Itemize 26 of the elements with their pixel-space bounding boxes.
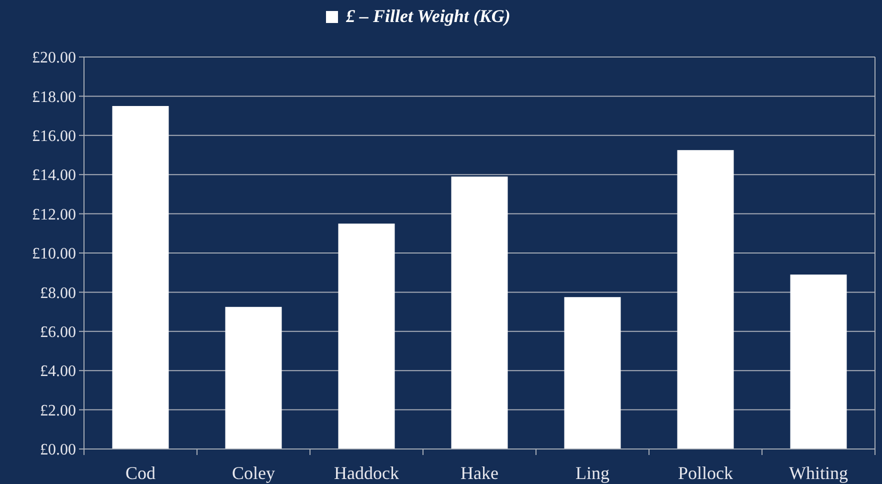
bar — [790, 274, 847, 449]
x-tick-label: Whiting — [789, 463, 848, 483]
y-tick-label: £10.00 — [32, 246, 76, 263]
y-tick-label: £18.00 — [32, 88, 76, 106]
bar — [677, 150, 734, 449]
y-tick-label: £12.00 — [32, 206, 76, 224]
x-tick-label: Cod — [125, 463, 156, 483]
y-tick-label: £2.00 — [40, 402, 76, 420]
y-tick-label: £20.00 — [32, 50, 76, 67]
x-tick-label: Pollock — [678, 463, 734, 483]
y-tick-label: £8.00 — [40, 284, 76, 302]
x-tick-label: Hake — [460, 463, 498, 483]
bar — [451, 176, 508, 449]
x-tick-label: Coley — [232, 463, 275, 483]
bar — [338, 224, 395, 449]
bar — [225, 306, 282, 449]
legend-label: £ – Fillet Weight (KG) — [345, 6, 510, 26]
y-tick-label: £14.00 — [32, 167, 76, 184]
y-tick-label: £16.00 — [32, 128, 76, 145]
x-tick-label: Ling — [576, 463, 610, 483]
y-tick-label: £0.00 — [40, 442, 76, 459]
y-tick-label: £6.00 — [40, 324, 76, 341]
y-tick-label: £4.00 — [40, 363, 76, 380]
bar — [112, 106, 169, 449]
bar — [564, 297, 621, 449]
x-tick-label: Haddock — [334, 463, 399, 483]
